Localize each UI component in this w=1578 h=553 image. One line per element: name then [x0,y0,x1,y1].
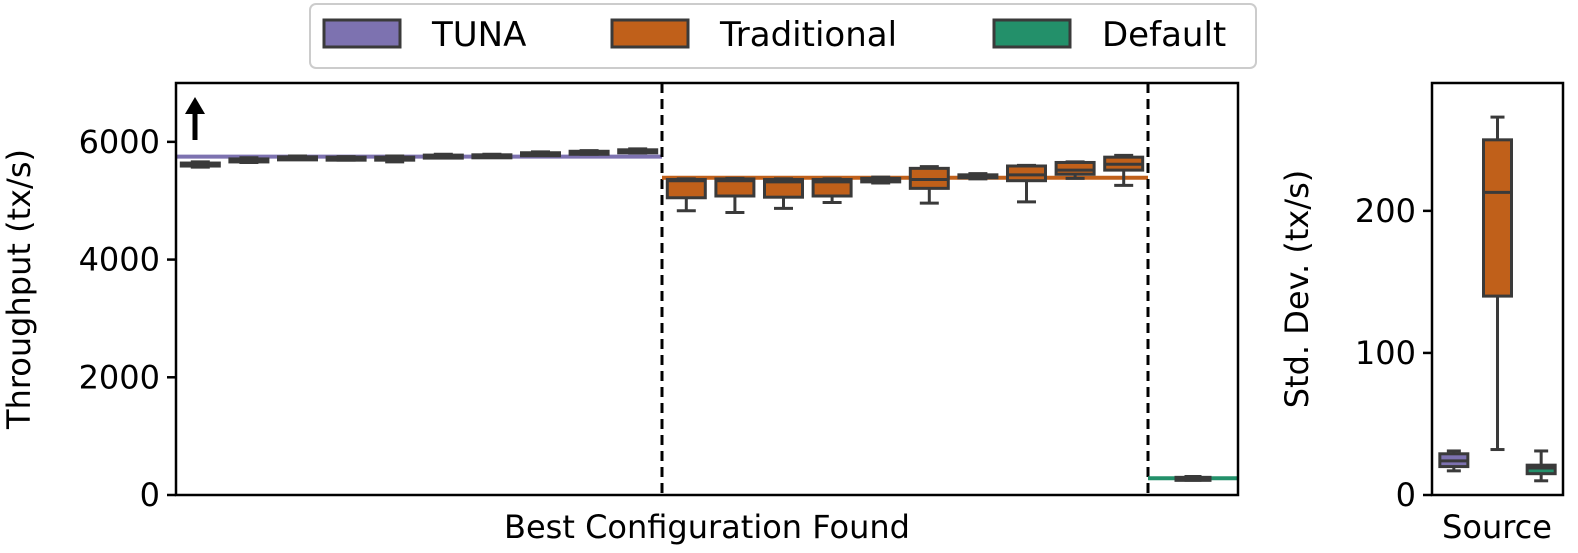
throughput-plot-frame [174,81,1240,497]
stddev-y-tick-label: 100 [1355,334,1416,372]
legend-label-tuna: TUNA [431,15,526,55]
legend-swatch-tuna [322,18,402,49]
traditional-box-1-iqr-box [665,178,707,200]
stddev-plot-frame [1430,81,1565,497]
traditional-box-10 [1103,153,1145,187]
stddev-traditional-box-iqr-box [1482,138,1513,298]
traditional-box-1 [665,177,707,213]
throughput-y-ticks: 0 2000 4000 6000 [79,123,176,514]
throughput-marks [176,83,1238,495]
traditional-box-3-iqr-box [763,178,804,199]
stddev-tuna-box [1438,449,1470,473]
stddev-y-ticks: 0 100 200 [1355,192,1432,514]
stddev-y-axis-title: Std. Dev. (tx/s) [1278,170,1316,409]
tuna-box-6 [422,152,464,160]
traditional-box-2 [714,176,756,214]
stddev-y-tick-label: 0 [1396,476,1416,514]
stddev-y-tick-label: 200 [1355,192,1416,230]
stddev-marks [1438,115,1557,483]
default-box-1 [1174,474,1212,482]
traditional-box-3 [763,177,804,210]
throughput-panel: 0 2000 4000 6000 Throughput (tx/s) Best Con… [0,81,1240,546]
throughput-x-axis-title: Best Configuration Found [504,508,910,546]
traditional-box-7 [957,172,999,181]
tuna-box-8 [520,150,561,158]
throughput-y-tick-label: 0 [140,476,160,514]
traditional-box-4-iqr-box [811,178,853,198]
throughput-y-tick-label: 2000 [79,358,160,396]
tuna-box-5 [374,154,416,164]
legend-label-default: Default [1102,15,1226,55]
higher-is-better-arrow-icon [185,97,205,140]
throughput-y-axis-title: Throughput (tx/s) [0,149,38,430]
traditional-box-9 [1054,160,1096,180]
stddev-traditional-box [1482,115,1513,452]
tuna-box-10 [617,147,659,155]
traditional-box-6 [908,165,950,205]
legend-label-traditional: Traditional [719,15,897,55]
throughput-y-tick-label: 6000 [79,123,160,161]
stddev-x-axis-title: Source [1442,508,1552,546]
tuna-box-2 [228,156,270,164]
legend: TUNA Traditional Default [309,3,1257,69]
traditional-box-5 [860,175,902,185]
legend-swatch-traditional [610,18,690,49]
traditional-box-9-iqr-box [1054,160,1096,176]
throughput-y-tick-label: 4000 [79,241,160,279]
legend-swatch-default [992,18,1072,49]
tuna-box-7 [471,152,513,160]
tuna-box-9 [568,149,610,156]
stddev-default-box [1525,449,1557,483]
stddev-panel: 0 100 200 Std. Dev. (tx/s) Source [1278,81,1565,546]
tuna-box-1 [179,160,221,169]
traditional-box-2-iqr-box [714,177,756,198]
traditional-box-8 [1006,163,1047,204]
tuna-box-4 [325,155,367,162]
traditional-box-4 [811,177,853,204]
tuna-box-3 [277,154,318,162]
